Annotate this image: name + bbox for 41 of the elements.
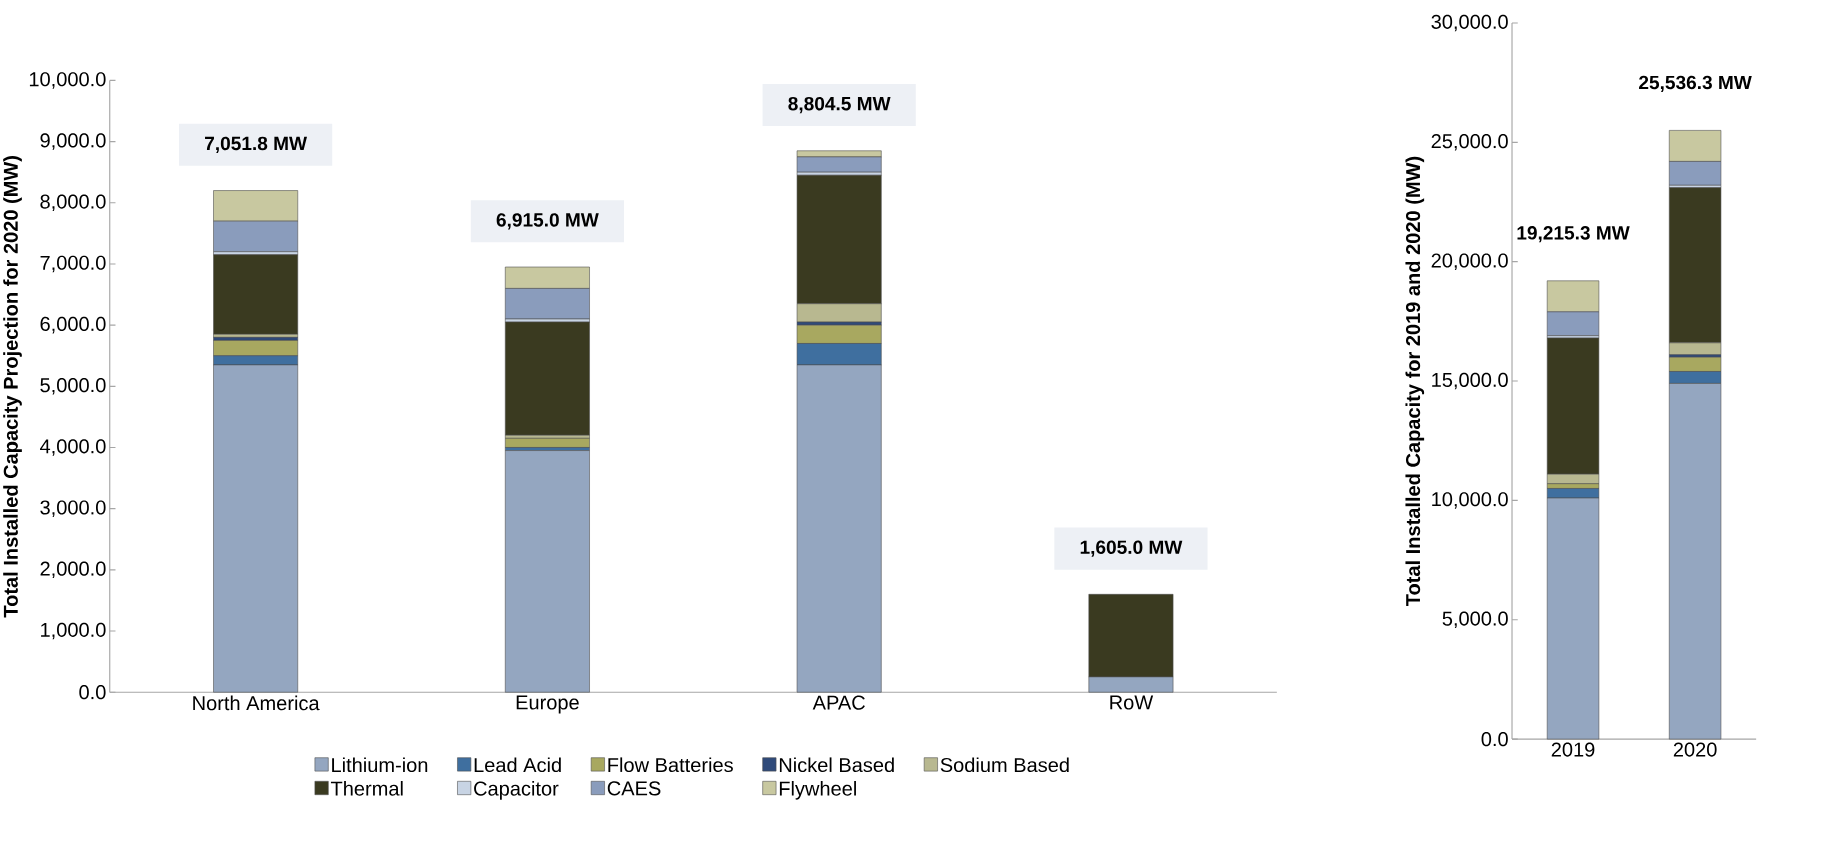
legend-label: Lithium-ion [332,757,428,773]
y-axis-title: Total Installed Capacity Projection for 2020 (MW) [3,156,22,618]
y-tick-label: 7,000.0 [40,255,106,273]
annotation: 1,605.0 MW [1080,540,1183,557]
y-tick-label: 2,000.0 [40,561,106,579]
x-tick-label: North America [193,695,320,711]
x-tick-label: 2020 [1673,742,1717,757]
y-tick-label: 10,000.0 [1432,492,1508,509]
legend-label: Flywheel [779,781,856,800]
x-tick-label: 2019 [1551,742,1595,757]
y-tick-label: 10,000.0 [29,72,106,89]
x-tick-label: Europe [516,695,579,714]
annotation: 7,051.8 MW [205,136,307,154]
y-tick-label: 20,000.0 [1431,253,1508,271]
y-tick-label: 3,000.0 [40,500,106,518]
legend-label: Nickel Based [779,757,894,773]
y-tick-label: 0.0 [79,685,106,700]
legend-label: Flow Batteries [608,757,733,773]
legend-label: CAES [607,781,661,796]
y-tick-label: 8,000.0 [40,194,106,212]
y-tick-label: 0.0 [1481,732,1508,747]
y-tick-label: 4,000.0 [40,439,106,456]
legend-label: Lead Acid [474,757,561,773]
y-tick-label: 30,000.0 [1431,14,1508,32]
annotation: 25,536.3 MW [1639,75,1752,93]
y-tick-label: 5,000.0 [1442,611,1508,629]
legend-label: Thermal [330,781,403,796]
x-tick-label: APAC [812,695,865,710]
y-tick-label: 6,000.0 [40,317,106,334]
y-tick-label: 5,000.0 [40,378,106,395]
annotation: 8,804.5 MW [788,97,891,114]
y-tick-label: 1,000.0 [41,622,106,640]
x-tick-label: RoW [1110,695,1154,710]
y-tick-label: 25,000.0 [1431,134,1508,151]
legend-label: Capacitor [474,781,559,800]
annotation: 19,215.3 MW [1517,226,1630,243]
annotation: 6,915.0 MW [496,213,599,230]
y-tick-label: 15,000.0 [1432,372,1508,390]
y-tick-label: 9,000.0 [40,133,106,151]
y-axis-title: Total Installed Capacity for 2019 and 2020 (MW) [1405,157,1425,607]
legend-label: Sodium Based [940,757,1069,773]
